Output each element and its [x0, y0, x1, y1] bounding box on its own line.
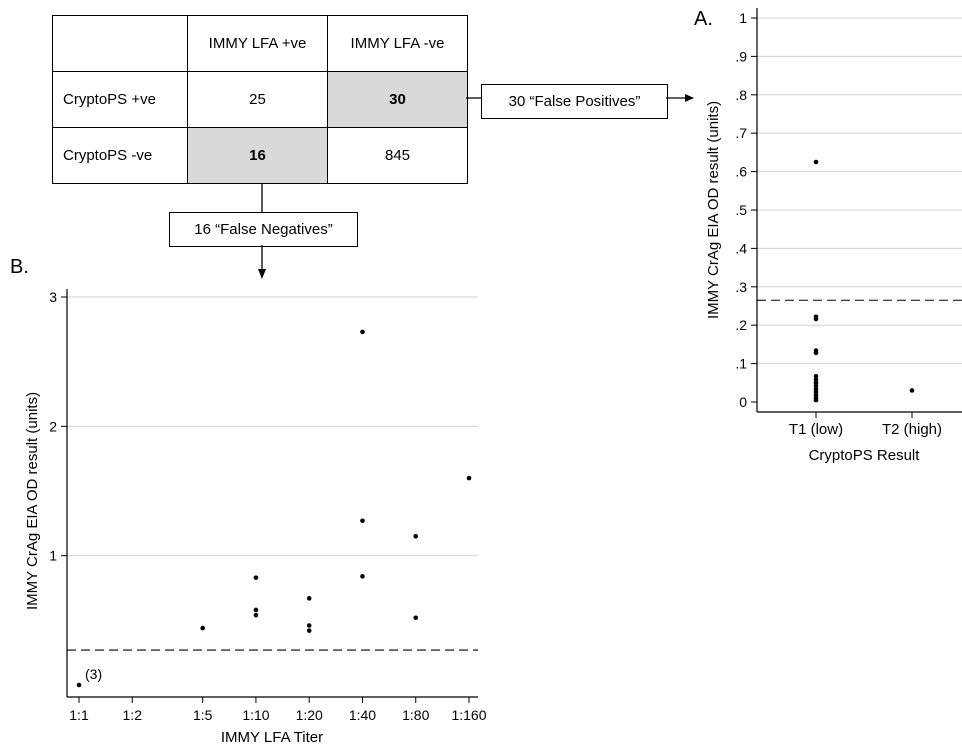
y-tick-label: .3	[735, 279, 747, 295]
data-point	[813, 316, 819, 322]
data-point	[813, 159, 819, 165]
data-point	[813, 397, 819, 403]
y-tick-label: .5	[735, 202, 747, 218]
y-tick-label: .2	[735, 317, 747, 333]
y-tick-label: .4	[735, 240, 747, 256]
panel-b-label: B.	[10, 256, 29, 278]
row-header-cryptops-positive: CryptoPS +ve	[52, 71, 188, 128]
cell-true-negative: 845	[327, 127, 468, 184]
x-axis-title: CryptoPS Result	[809, 447, 921, 464]
y-tick-label: 1	[739, 10, 747, 26]
data-point	[413, 615, 419, 621]
x-tick-label: T1 (low)	[789, 421, 843, 438]
y-tick-label: .1	[735, 356, 747, 372]
x-tick-label: 1:40	[349, 707, 376, 723]
data-point	[413, 533, 419, 539]
data-point	[360, 329, 365, 335]
table-row: CryptoPS -ve 16 845	[52, 127, 468, 184]
contingency-table: IMMY LFA +ve IMMY LFA -ve CryptoPS +ve 2…	[52, 15, 468, 184]
arrow-head	[258, 269, 266, 279]
x-tick-label: 1:80	[402, 707, 429, 723]
y-tick-label: .8	[735, 87, 747, 103]
x-axis-title: IMMY LFA Titer	[221, 729, 323, 746]
data-point	[200, 625, 205, 631]
y-tick-label: 2	[49, 418, 57, 434]
data-point	[813, 373, 819, 379]
false-positives-callout: 30 “False Positives”	[481, 84, 668, 119]
data-point	[306, 596, 312, 601]
data-point	[360, 518, 365, 524]
y-tick-label: 1	[49, 548, 57, 564]
x-tick-label: 1:5	[193, 707, 213, 723]
data-point	[76, 682, 82, 688]
false-negatives-callout: 16 “False Negatives”	[169, 212, 358, 247]
y-axis-title: IMMY CrAg EIA OD result (units)	[705, 101, 722, 319]
data-point	[253, 607, 259, 613]
cell-false-positive: 30	[327, 71, 468, 128]
point-annotation: (3)	[85, 666, 102, 682]
data-point	[909, 388, 915, 393]
x-tick-label: 1:1	[69, 707, 89, 723]
data-point	[253, 612, 259, 618]
data-point	[253, 575, 259, 580]
y-tick-label: .9	[735, 48, 747, 64]
table-corner-cell	[52, 15, 188, 72]
x-tick-label: T2 (high)	[882, 421, 942, 438]
panel-a-label: A.	[694, 8, 713, 30]
arrow-head	[685, 94, 694, 102]
y-tick-label: 3	[49, 289, 57, 305]
x-tick-label: 1:2	[123, 707, 143, 723]
data-point	[306, 623, 312, 628]
data-point	[466, 475, 472, 481]
y-axis-title: IMMY CrAg EIA OD result (units)	[24, 392, 41, 610]
y-tick-label: 0	[739, 394, 747, 410]
x-tick-label: 1:10	[242, 707, 269, 723]
table-row: CryptoPS +ve 25 30	[52, 71, 468, 128]
y-tick-label: .6	[735, 164, 747, 180]
y-tick-label: .7	[735, 125, 747, 141]
data-point	[306, 628, 312, 633]
data-point	[813, 350, 819, 356]
x-tick-label: 1:20	[296, 707, 323, 723]
x-tick-label: 1:160	[451, 707, 486, 723]
data-point	[360, 574, 365, 579]
